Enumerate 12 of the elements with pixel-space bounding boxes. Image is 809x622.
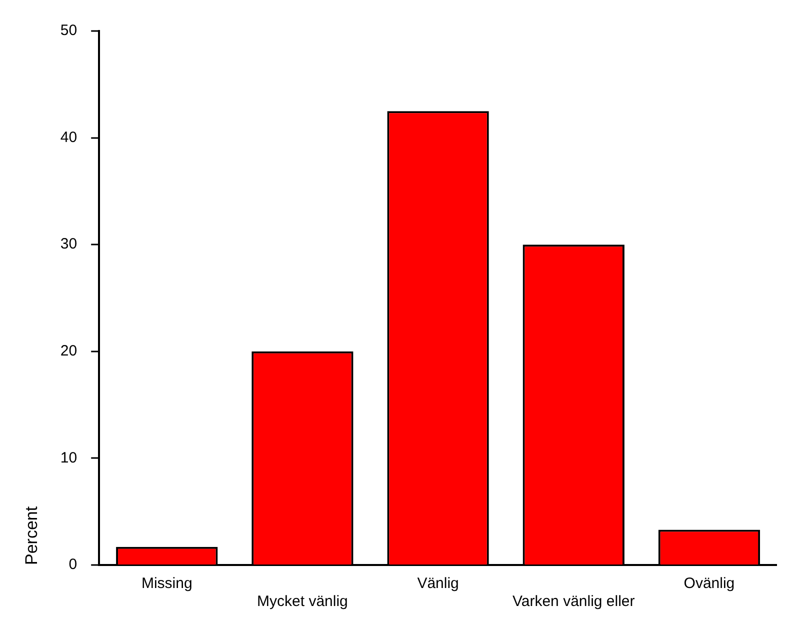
y-tick-label: 0 [68,556,78,574]
y-tick-label: 30 [60,236,78,253]
y-axis-title: Percent [22,506,41,565]
y-tick-label: 40 [60,128,78,146]
x-tick-label: Mycket vänlig [257,593,348,610]
y-tick-label: 20 [60,342,78,360]
y-tick-label: 10 [60,449,78,466]
x-tick-label: Vänlig [417,575,459,592]
x-tick-label: Varken vänlig eller [512,593,635,610]
y-tick-label: 50 [60,22,78,40]
x-tick-label: Missing [141,575,192,592]
x-tick-label: Ovänlig [684,575,735,592]
